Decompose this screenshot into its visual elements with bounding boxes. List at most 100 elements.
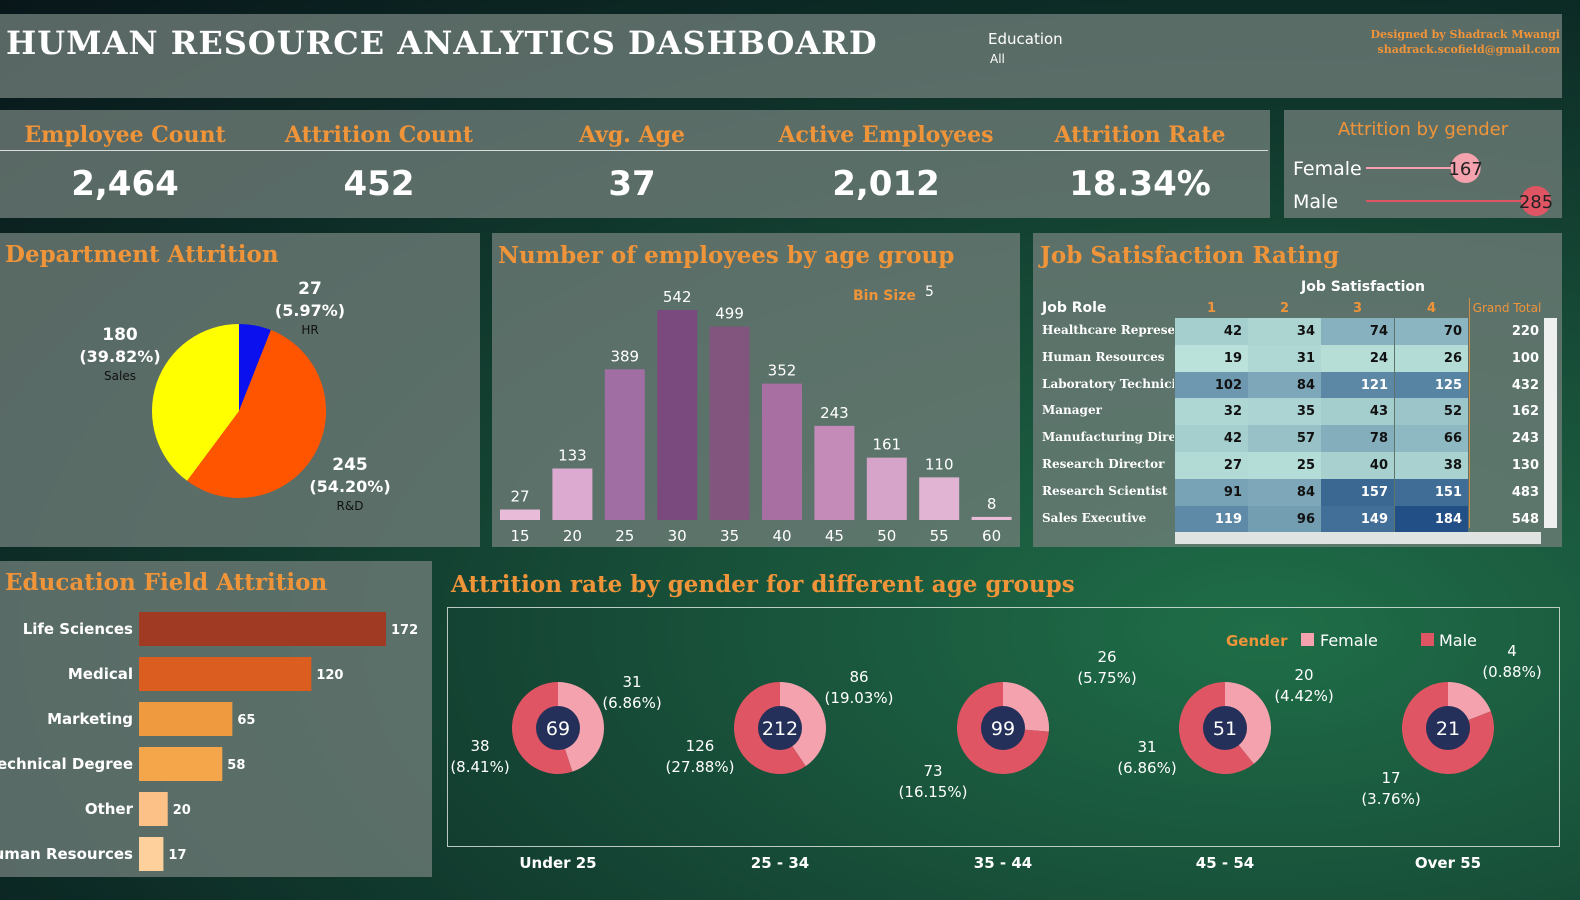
heatmap-row-label: Healthcare Represent.. <box>1042 323 1174 337</box>
kpi-value: 2,464 <box>71 164 179 204</box>
gender-age-plot-frame <box>447 607 1560 847</box>
education-field-bar-chart: Life Sciences 172 Medical 120 Marketing 65 Tec… <box>0 612 418 871</box>
heatmap-cell <box>1321 318 1394 345</box>
education-bar-value: 120 <box>316 668 343 683</box>
heatmap-row-total: 100 <box>1511 350 1539 366</box>
education-filter-value[interactable]: All <box>990 52 1005 66</box>
education-bar-value: 17 <box>168 848 186 863</box>
heatmap-cell <box>1321 344 1394 372</box>
heatmap-row-total: 243 <box>1511 431 1539 447</box>
age-bin-label: 50 <box>877 527 896 545</box>
heatmap-cell <box>1248 452 1321 479</box>
heatmap-cell-value: 24 <box>1369 350 1388 366</box>
heatmap-cell-value: 96 <box>1296 511 1315 527</box>
heatmap-cell-value: 40 <box>1369 458 1388 473</box>
age-bar-value: 161 <box>872 436 901 454</box>
heatmap-row-total: 548 <box>1511 511 1539 527</box>
heatmap-cell <box>1175 478 1248 506</box>
age-group-label: Under 25 <box>519 854 596 872</box>
heatmap-row-total: 220 <box>1511 324 1539 339</box>
donut-female-slice <box>780 682 826 767</box>
age-group-label: 45 - 54 <box>1196 854 1254 872</box>
age-bin-label: 55 <box>930 527 949 545</box>
heatmap-cell <box>1248 478 1321 506</box>
pie-value-label: 180 <box>102 325 138 345</box>
heatmap-cell-value: 149 <box>1360 511 1388 527</box>
education-field-label: Other <box>85 800 134 818</box>
heatmap-cell-value: 42 <box>1223 324 1242 339</box>
department-pie-chart: 27 (5.97%) HR 245 (54.20%) R&D 180 (39.82%) Sale… <box>79 279 390 513</box>
donut-center <box>1203 706 1247 750</box>
lollipop-value: 285 <box>1519 192 1553 213</box>
heatmap-column-header: 1 <box>1206 301 1217 316</box>
heatmap-cell <box>1175 318 1248 345</box>
heatmap-cell-value: 43 <box>1369 404 1388 420</box>
pie-category-label: R&D <box>337 499 364 513</box>
age-bar-value: 110 <box>925 455 954 473</box>
donut-male-count: 126 <box>686 737 715 755</box>
job-satisfaction-title: Job Satisfaction Rating <box>1040 242 1340 269</box>
kpi-value: 18.34% <box>1069 164 1211 204</box>
department-attrition-title: Department Attrition <box>5 241 279 268</box>
age-bin-label: 40 <box>772 527 791 545</box>
heatmap-cell <box>1248 344 1321 372</box>
heatmap-cell <box>1175 371 1248 399</box>
heatmap-cell <box>1395 478 1468 506</box>
heatmap-cell <box>1175 344 1248 372</box>
heatmap-cell <box>1175 398 1248 426</box>
heatmap-row-label: Research Scientist <box>1042 483 1168 498</box>
credit-name: Designed by Shadrack Mwangi <box>1370 28 1560 41</box>
donut-female-count: 31 <box>622 673 641 691</box>
age-bin-label: 15 <box>510 527 529 545</box>
donut-female-percent: (6.86%) <box>602 694 661 712</box>
heatmap-cell-value: 119 <box>1214 511 1242 527</box>
heatmap-cell-value: 25 <box>1296 458 1315 473</box>
donut-female-slice <box>558 682 604 772</box>
gender-label: Male <box>1293 191 1338 213</box>
donut-center <box>758 706 802 750</box>
heatmap-cell <box>1321 425 1394 452</box>
age-bar <box>500 509 540 520</box>
age-bin-label: 30 <box>668 527 687 545</box>
heatmap-row-label: Research Director <box>1042 457 1165 471</box>
donut-male-percent: (3.76%) <box>1361 790 1420 808</box>
age-bar <box>971 516 1012 520</box>
education-filter-label: Education <box>988 30 1063 48</box>
heatmap-cell-value: 66 <box>1443 431 1462 447</box>
heatmap-cell-value: 52 <box>1443 404 1462 420</box>
heatmap-cell <box>1395 452 1468 479</box>
heatmap-row-label: Manufacturing Director <box>1042 430 1174 445</box>
heatmap-cell <box>1321 398 1394 426</box>
donut-male-percent: (27.88%) <box>666 758 735 776</box>
education-bar-value: 172 <box>391 623 418 638</box>
donut-center <box>1426 706 1470 750</box>
lollipop-dot <box>1450 153 1481 183</box>
education-field-label: Life Sciences <box>23 620 133 638</box>
credit-email: shadrack.scofield@gmail.com <box>1377 43 1561 56</box>
age-bar-value: 27 <box>510 488 529 506</box>
age-bar-value: 8 <box>987 495 997 513</box>
donut-center <box>981 706 1025 750</box>
donut-male-percent: (8.41%) <box>450 758 509 776</box>
age-bar-value: 133 <box>558 446 587 464</box>
legend-female-label: Female <box>1320 631 1378 650</box>
donut-male-count: 38 <box>470 737 489 755</box>
heatmap-cell <box>1395 505 1468 533</box>
heatmap-cell <box>1175 452 1248 479</box>
kpi-value: 2,012 <box>832 164 940 204</box>
donut-female-count: 4 <box>1507 642 1517 660</box>
header-panel: HUMAN RESOURCE ANALYTICS DASHBOARD Educa… <box>0 14 1562 98</box>
education-field-label: Medical <box>68 665 133 683</box>
pie-value-label: 27 <box>298 279 322 299</box>
heatmap-cell <box>1248 318 1321 345</box>
heatmap-cell-value: 78 <box>1369 431 1388 447</box>
bin-size-value[interactable]: 5 <box>925 284 934 300</box>
heatmap-cell-value: 42 <box>1223 431 1242 447</box>
donut-total: 21 <box>1436 718 1460 740</box>
education-bar <box>139 792 168 826</box>
age-bar <box>657 310 698 520</box>
kpi-label: Employee Count <box>24 122 226 148</box>
heatmap-cell <box>1321 371 1394 399</box>
age-bar-value: 499 <box>715 305 744 323</box>
pie-category-label: HR <box>301 323 318 337</box>
